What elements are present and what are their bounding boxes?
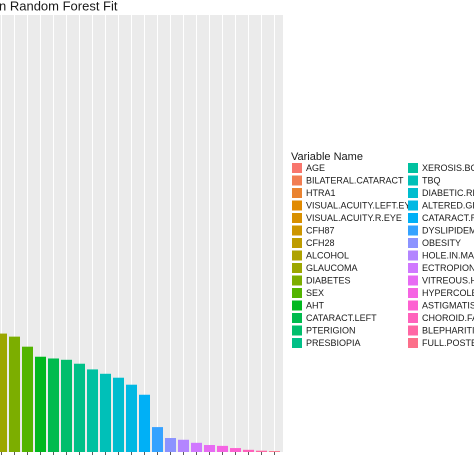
bar	[204, 445, 215, 452]
legend-label: TBQ	[422, 175, 441, 185]
legend-label: CFH87	[306, 225, 335, 235]
legend-key	[292, 325, 302, 336]
legend-label: BLEPHARITIS	[422, 325, 474, 335]
legend-label: VISUAL.ACUITY.R.EYE	[306, 213, 402, 223]
legend-key	[292, 288, 302, 298]
legend-key	[408, 263, 418, 273]
bar	[139, 394, 150, 452]
legend-key	[408, 275, 418, 286]
bar	[61, 359, 72, 452]
bar	[48, 358, 59, 452]
legend-key	[408, 238, 418, 248]
bar	[35, 356, 46, 452]
legend-label: CHOROID.FAI	[422, 313, 474, 323]
bar	[217, 445, 228, 452]
legend-label: SEX	[306, 288, 324, 298]
legend-key	[292, 213, 302, 223]
bar	[113, 377, 124, 452]
legend-label: HTRA1	[306, 188, 336, 198]
legend-label: DIABETIC.RE	[422, 188, 474, 198]
legend-label: CATARACT.RI	[422, 213, 474, 223]
legend-label: HYPERCOLES	[422, 288, 474, 298]
legend-key	[292, 263, 302, 273]
bar	[0, 333, 7, 452]
legend-label: AGE	[306, 163, 325, 173]
bar	[100, 373, 111, 452]
legend-key	[408, 300, 418, 311]
legend-label: VITREOUS.HE	[422, 275, 474, 285]
legend-label: ALCOHOL	[306, 250, 349, 260]
legend-key	[408, 175, 418, 186]
legend-label: PTERIGION	[306, 325, 356, 335]
bar	[191, 442, 202, 452]
legend-key	[408, 313, 418, 323]
bar	[256, 450, 267, 452]
legend-label: VISUAL.ACUITY.LEFT.EYE	[306, 200, 416, 210]
bar	[74, 363, 85, 452]
legend-label: CFH28	[306, 238, 335, 248]
legend-label: ALTERED.GLU	[422, 200, 474, 210]
legend-key	[408, 250, 418, 261]
bar	[152, 427, 163, 452]
legend-key	[408, 288, 418, 298]
legend-label: GLAUCOMA	[306, 263, 358, 273]
legend-label: AHT	[306, 300, 325, 310]
legend-key	[408, 338, 418, 348]
legend-key	[292, 163, 302, 173]
legend-key	[292, 225, 302, 236]
legend-label: DIABETES	[306, 275, 351, 285]
bar	[9, 336, 20, 452]
legend-key	[292, 250, 302, 261]
bar	[230, 448, 241, 452]
legend-label: ECTROPION	[422, 263, 474, 273]
bar	[269, 451, 280, 452]
legend-key	[408, 225, 418, 236]
bar	[22, 346, 33, 452]
legend-key	[292, 338, 302, 348]
legend-label: OBESITY	[422, 238, 461, 248]
bar	[178, 439, 189, 452]
legend-key	[292, 175, 302, 186]
chart-title: n Random Forest Fit	[0, 0, 118, 13]
bar	[165, 438, 176, 452]
legend-label: DYSLIPIDEMI	[422, 225, 474, 235]
legend-key	[292, 313, 302, 323]
legend-key	[292, 188, 302, 198]
legend-label: CATARACT.LEFT	[306, 313, 377, 323]
bar	[243, 449, 254, 452]
legend-key	[292, 200, 302, 211]
legend-key	[292, 238, 302, 248]
legend-label: ASTIGMATISM	[422, 300, 474, 310]
legend-key	[408, 325, 418, 336]
legend-key	[408, 163, 418, 173]
legend-label: HOLE.IN.MAC	[422, 250, 474, 260]
bar	[126, 384, 137, 452]
legend-key	[408, 213, 418, 223]
legend-key	[292, 300, 302, 311]
legend-key	[408, 188, 418, 198]
legend-label: BILATERAL.CATARACT	[306, 175, 404, 185]
legend-key	[292, 275, 302, 286]
legend-label: FULL.POSTEF	[422, 338, 474, 348]
legend-title: Variable Name	[291, 151, 363, 163]
legend-label: XEROSIS.BOT	[422, 163, 474, 173]
bar	[87, 369, 98, 452]
legend-label: PRESBIOPIA	[306, 338, 361, 348]
legend-key	[408, 200, 418, 211]
